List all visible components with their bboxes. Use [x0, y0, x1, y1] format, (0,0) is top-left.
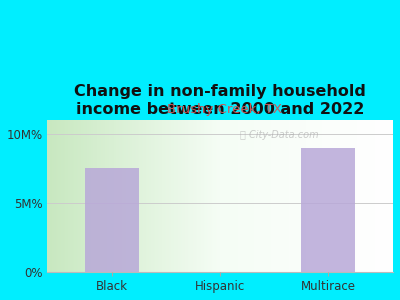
Bar — [85, 168, 139, 272]
Bar — [301, 148, 355, 272]
Title: Change in non-family household
income between 2000 and 2022: Change in non-family household income be… — [74, 84, 366, 117]
Text: ⓘ City-Data.com: ⓘ City-Data.com — [240, 130, 318, 140]
Text: Brushy Creek, TX: Brushy Creek, TX — [166, 103, 282, 116]
